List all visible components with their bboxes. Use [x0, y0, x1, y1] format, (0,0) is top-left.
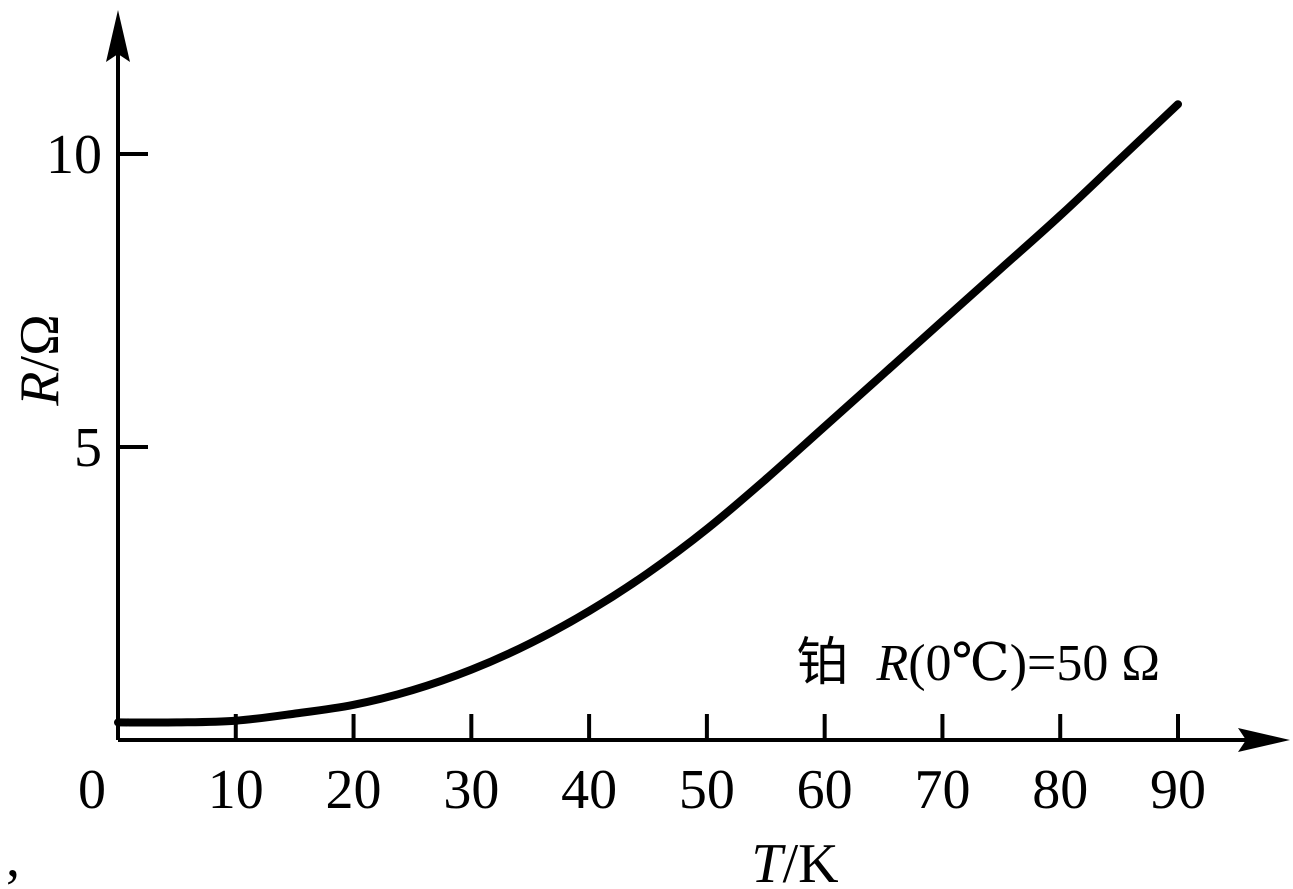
- y-axis-arrow: [106, 10, 130, 62]
- x-tick-label-60: 60: [797, 759, 853, 821]
- annotation-condition: (0℃)=50 Ω: [908, 635, 1160, 692]
- x-tick-label-50: 50: [679, 759, 735, 821]
- y-ticks: [118, 152, 148, 449]
- y-tick-label-5: 5: [74, 417, 102, 479]
- curve-annotation: 铂 R(0℃)=50 Ω: [796, 633, 1160, 693]
- stray-mark: ,: [6, 827, 20, 889]
- x-tick-label-90: 90: [1150, 759, 1206, 821]
- x-tick-label-40: 40: [561, 759, 617, 821]
- x-tick-label-70: 70: [914, 759, 970, 821]
- y-axis-var: R: [9, 371, 71, 406]
- y-tick-label-10: 10: [46, 124, 102, 186]
- y-tick-labels: 5 10: [46, 124, 102, 479]
- x-tick-label-20: 20: [326, 759, 382, 821]
- annotation-var: R: [875, 635, 908, 692]
- x-tick-label-0: 0: [78, 759, 106, 821]
- annotation-material: 铂: [796, 633, 848, 693]
- x-tick-label-10: 10: [208, 759, 264, 821]
- x-tick-label-80: 80: [1032, 759, 1088, 821]
- x-tick-labels: 0 10 20 30 40 50 60 70 80 90: [78, 759, 1206, 821]
- x-axis-var: T: [751, 833, 786, 889]
- x-tick-label-30: 30: [443, 759, 499, 821]
- x-ticks: [233, 714, 1180, 740]
- series-line-platinum: [114, 100, 1182, 727]
- y-axis-unit: /Ω: [9, 314, 71, 371]
- x-axis-arrow: [1238, 728, 1290, 752]
- y-axis-title: R/Ω: [9, 314, 71, 406]
- x-axis-title: T/K: [751, 833, 838, 889]
- x-axis-unit: /K: [783, 833, 839, 889]
